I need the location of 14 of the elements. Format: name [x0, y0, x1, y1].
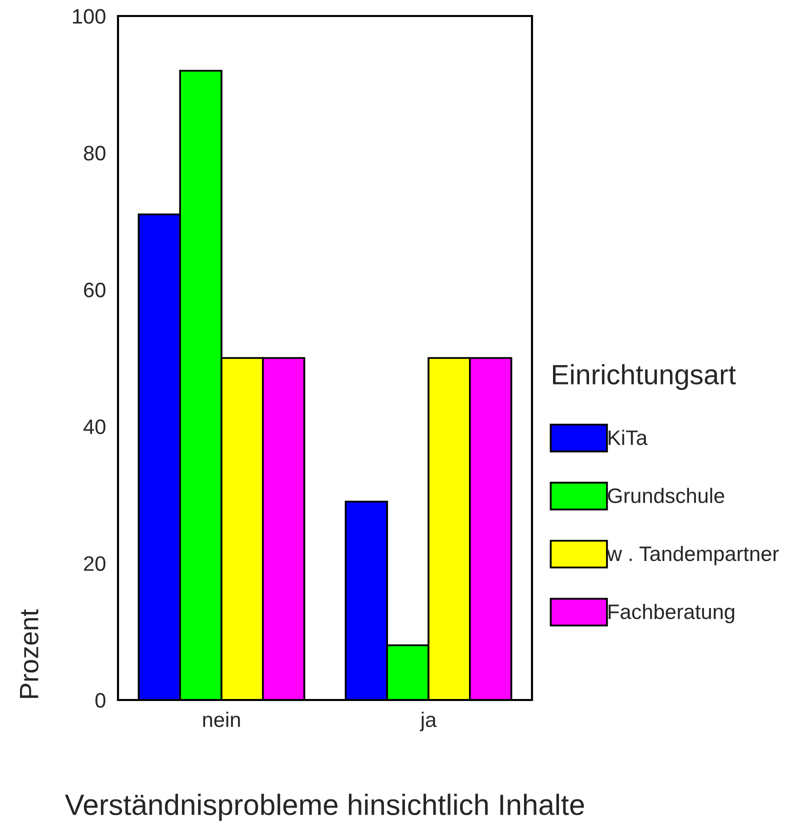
y-axis-title: Prozent: [20, 609, 38, 698]
y-tick-label: 0: [95, 693, 106, 708]
y-tick-label: 40: [84, 419, 106, 434]
y-tick-label: 80: [84, 146, 106, 161]
legend-title: Einrichtungsart: [553, 364, 736, 390]
legend-label: Fachberatung: [608, 604, 734, 624]
x-axis-title: Verständnisprobleme hinsichtlich Inhalte: [64, 794, 584, 821]
x-tick-label: ja: [420, 712, 437, 732]
x-tick-label: nein: [203, 712, 240, 728]
y-tick-label: 20: [84, 556, 106, 571]
y-tick-label: 60: [84, 282, 106, 298]
y-tick-label: 100: [73, 9, 106, 24]
legend-label: KiTa: [608, 430, 648, 446]
legend-label: Grundschule: [608, 488, 724, 504]
